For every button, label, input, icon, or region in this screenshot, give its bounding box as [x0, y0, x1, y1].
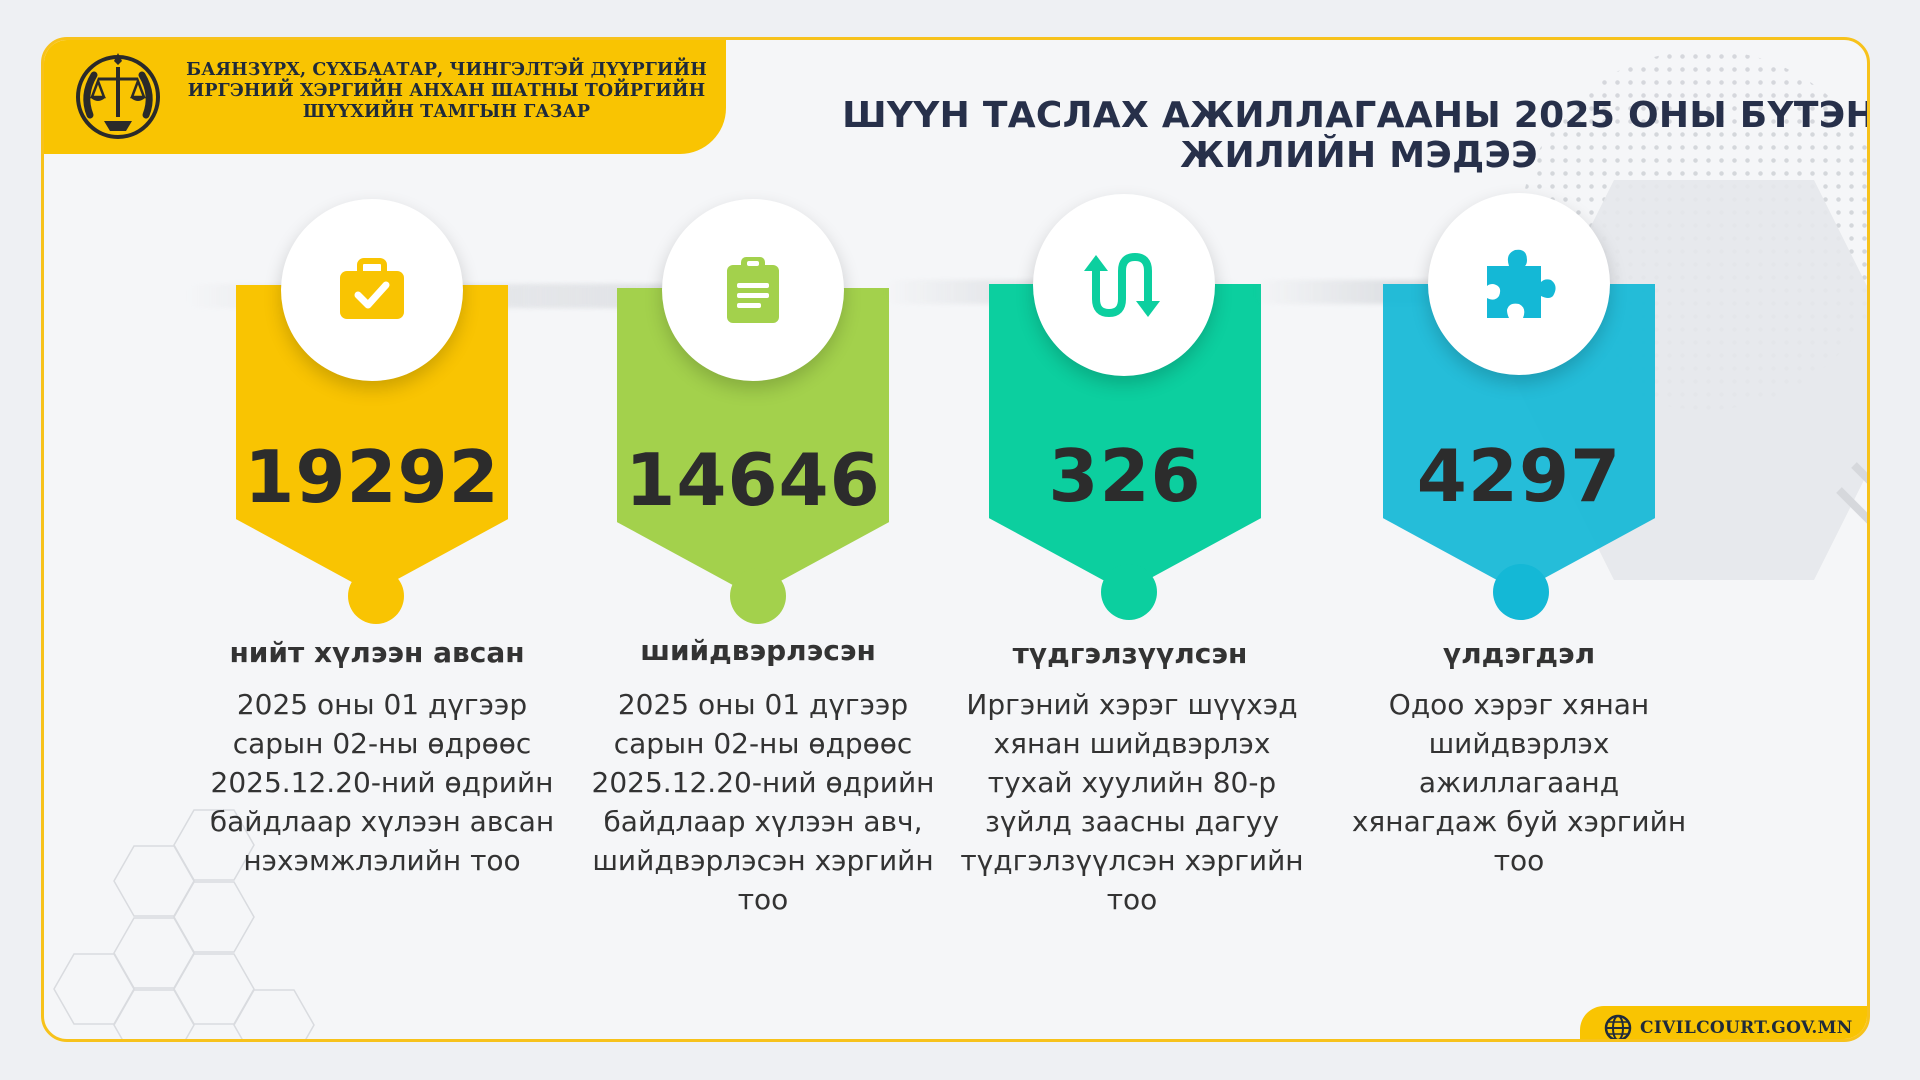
stat-description: Одоо хэрэг хянан шийдвэрлэх ажиллагаанд …	[1351, 688, 1687, 877]
stat-description: Иргэний хэрэг шүүхэд хянан шийдвэрлэх ту…	[960, 688, 1304, 916]
briefcase-check-icon	[340, 258, 404, 319]
icon-circle	[662, 199, 844, 381]
puzzle-piece-icon	[1487, 249, 1556, 318]
stat-dot	[730, 568, 786, 624]
stat-value: 19292	[244, 435, 500, 519]
stat-value: 326	[1048, 434, 1202, 518]
globe-icon	[1604, 1014, 1632, 1039]
stat-dot	[1493, 564, 1549, 620]
stat-value: 4297	[1416, 434, 1622, 518]
organization-name-line: ШҮҮХИЙН ТАМГЫН ГАЗАР	[302, 102, 591, 122]
swap-arrows-icon	[1084, 252, 1160, 318]
page-title: ШҮҮН ТАСЛАХ АЖИЛЛАГААНЫ 2025 ОНЫ БҮТЭН Ж…	[839, 95, 1870, 176]
organization-name-line: БАЯНЗҮРХ, СҮХБААТАР, ЧИНГЭЛТЭЙ ДҮҮРГИЙН	[186, 60, 707, 80]
icon-circle	[1428, 193, 1610, 375]
organization-name: БАЯНЗҮРХ, СҮХБААТАР, ЧИНГЭЛТЭЙ ДҮҮРГИЙН …	[174, 60, 719, 123]
stat-label: түдгэлзүүлсэн	[1012, 637, 1248, 670]
page-title-line: ШҮҮН ТАСЛАХ АЖИЛЛАГААНЫ 2025 ОНЫ БҮТЭН	[842, 95, 1870, 136]
header-band: БАЯНЗҮРХ, СҮХБААТАР, ЧИНГЭЛТЭЙ ДҮҮРГИЙН …	[44, 40, 726, 154]
page-title-line: ЖИЛИЙН МЭДЭЭ	[1180, 135, 1538, 176]
stat-label: шийдвэрлэсэн	[640, 634, 876, 667]
stat-label: үлдэгдэл	[1442, 637, 1596, 670]
decorative-honeycomb	[53, 809, 315, 1039]
website-url: CIVILCOURT.GOV.MN	[1640, 1018, 1853, 1038]
organization-name-line: ИРГЭНИЙ ХЭРГИЙН АНХАН ШАТНЫ ТОЙРГИЙН	[187, 81, 706, 101]
icon-circle	[1033, 194, 1215, 376]
stat-label: нийт хүлээн авсан	[229, 636, 525, 669]
icon-circle	[281, 199, 463, 381]
stat-dot	[348, 568, 404, 624]
court-emblem-icon	[76, 53, 160, 139]
clipboard-icon	[727, 257, 779, 323]
stat-dot	[1101, 564, 1157, 620]
website-badge: CIVILCOURT.GOV.MN	[1580, 1006, 1867, 1039]
stat-value: 14646	[625, 438, 881, 522]
stat-description: 2025 оны 01 дүгээр сарын 02-ны өдрөөс 20…	[209, 688, 555, 877]
stat-description: 2025 оны 01 дүгээр сарын 02-ны өдрөөс 20…	[591, 688, 935, 916]
infographic-frame: БАЯНЗҮРХ, СҮХБААТАР, ЧИНГЭЛТЭЙ ДҮҮРГИЙН …	[41, 37, 1870, 1042]
